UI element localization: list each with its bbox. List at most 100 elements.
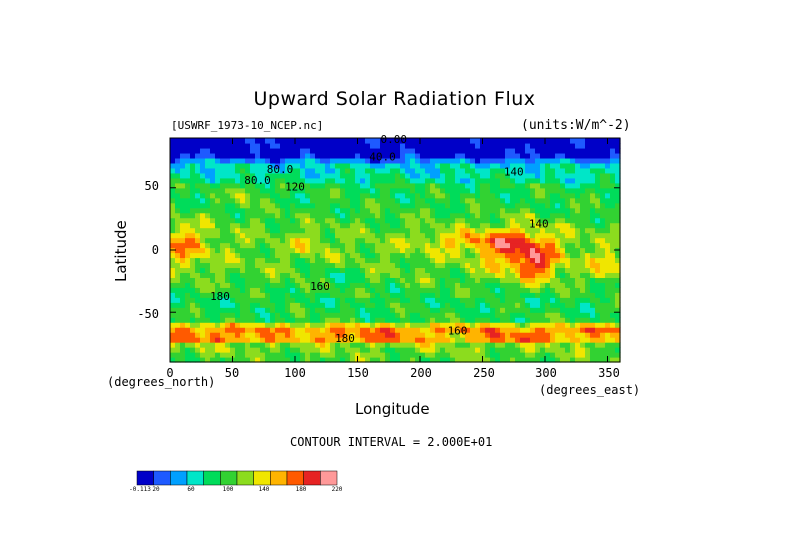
heatmap-cell bbox=[595, 217, 601, 224]
heatmap-cell bbox=[485, 192, 491, 199]
heatmap-cell bbox=[300, 192, 306, 199]
heatmap-cell bbox=[395, 327, 401, 333]
heatmap-cell bbox=[535, 292, 541, 298]
heatmap-cell bbox=[400, 277, 406, 283]
heatmap-cell bbox=[575, 162, 581, 169]
heatmap-cell bbox=[230, 287, 236, 293]
heatmap-cell bbox=[205, 307, 211, 313]
heatmap-cell bbox=[590, 297, 596, 303]
heatmap-cell bbox=[300, 142, 306, 149]
heatmap-cell bbox=[185, 142, 191, 149]
heatmap-cell bbox=[245, 287, 251, 293]
heatmap-cell bbox=[510, 247, 516, 254]
heatmap-cell bbox=[520, 212, 526, 219]
heatmap-cell bbox=[510, 327, 516, 333]
heatmap-cell bbox=[475, 277, 481, 283]
heatmap-cell bbox=[555, 202, 561, 209]
heatmap-cell bbox=[225, 322, 231, 328]
heatmap-cell bbox=[525, 347, 531, 353]
heatmap-cell bbox=[250, 138, 256, 144]
heatmap-cell bbox=[505, 357, 511, 363]
heatmap-cell bbox=[190, 217, 196, 224]
heatmap-cell bbox=[200, 272, 206, 278]
heatmap-cell bbox=[350, 307, 356, 313]
heatmap-cell bbox=[465, 202, 471, 209]
heatmap-cell bbox=[180, 297, 186, 303]
heatmap-cell bbox=[390, 202, 396, 209]
heatmap-cell bbox=[465, 292, 471, 298]
heatmap-cell bbox=[305, 322, 311, 328]
heatmap-cell bbox=[290, 327, 296, 333]
heatmap-cell bbox=[185, 347, 191, 353]
heatmap-cell bbox=[245, 242, 251, 249]
heatmap-cell bbox=[330, 242, 336, 249]
heatmap-cell bbox=[545, 157, 551, 164]
heatmap-cell bbox=[495, 332, 501, 338]
heatmap-cell bbox=[555, 197, 561, 204]
heatmap-cell bbox=[500, 142, 506, 149]
heatmap-cell bbox=[285, 302, 291, 308]
heatmap-cell bbox=[245, 147, 251, 154]
heatmap-cell bbox=[420, 287, 426, 293]
heatmap-cell bbox=[200, 192, 206, 199]
heatmap-cell bbox=[245, 317, 251, 323]
heatmap-cell bbox=[560, 262, 566, 269]
heatmap-cell bbox=[575, 352, 581, 358]
heatmap-cell bbox=[375, 138, 381, 144]
heatmap-cell bbox=[355, 257, 361, 264]
heatmap-cell bbox=[345, 337, 351, 343]
heatmap-cell bbox=[520, 277, 526, 283]
heatmap-cell bbox=[460, 347, 466, 353]
heatmap-cell bbox=[435, 347, 441, 353]
heatmap-cell bbox=[320, 157, 326, 164]
heatmap-cell bbox=[290, 172, 296, 179]
heatmap-cell bbox=[560, 167, 566, 174]
heatmap-cell bbox=[615, 347, 621, 353]
heatmap-cell bbox=[370, 147, 376, 154]
heatmap-cell bbox=[290, 147, 296, 154]
heatmap-cell bbox=[270, 252, 276, 259]
heatmap-cell bbox=[540, 192, 546, 199]
heatmap-cell bbox=[240, 138, 246, 144]
heatmap-cell bbox=[205, 152, 211, 159]
heatmap-cell bbox=[290, 302, 296, 308]
heatmap-cell bbox=[285, 157, 291, 164]
heatmap-cell bbox=[255, 192, 261, 199]
heatmap-cell bbox=[295, 217, 301, 224]
heatmap-cell bbox=[555, 282, 561, 288]
heatmap-cell bbox=[305, 327, 311, 333]
heatmap-cell bbox=[245, 302, 251, 308]
heatmap-cell bbox=[475, 327, 481, 333]
heatmap-cell bbox=[170, 227, 176, 234]
heatmap-cell bbox=[505, 202, 511, 209]
heatmap-cell bbox=[305, 312, 311, 318]
heatmap-cell bbox=[340, 227, 346, 234]
heatmap-cell bbox=[235, 172, 241, 179]
heatmap-cell bbox=[265, 352, 271, 358]
heatmap-cell bbox=[195, 282, 201, 288]
heatmap-cell bbox=[515, 277, 521, 283]
heatmap-cell bbox=[480, 152, 486, 159]
heatmap-cell bbox=[365, 327, 371, 333]
heatmap-cell bbox=[360, 297, 366, 303]
heatmap-cell bbox=[240, 172, 246, 179]
heatmap-cell bbox=[615, 352, 621, 358]
heatmap-cell bbox=[455, 312, 461, 318]
heatmap-cell bbox=[600, 272, 606, 278]
heatmap-cell bbox=[390, 222, 396, 229]
heatmap-cell bbox=[430, 287, 436, 293]
heatmap-cell bbox=[235, 312, 241, 318]
heatmap-cell bbox=[300, 272, 306, 278]
heatmap-cell bbox=[370, 282, 376, 288]
heatmap-cell bbox=[530, 147, 536, 154]
heatmap-cell bbox=[190, 167, 196, 174]
heatmap-cells bbox=[170, 138, 621, 363]
heatmap-cell bbox=[245, 222, 251, 229]
heatmap-cell bbox=[610, 307, 616, 313]
heatmap-cell bbox=[290, 257, 296, 264]
heatmap-cell bbox=[325, 222, 331, 229]
heatmap-cell bbox=[440, 342, 446, 348]
heatmap-cell bbox=[435, 282, 441, 288]
heatmap-cell bbox=[530, 172, 536, 179]
heatmap-cell bbox=[600, 297, 606, 303]
